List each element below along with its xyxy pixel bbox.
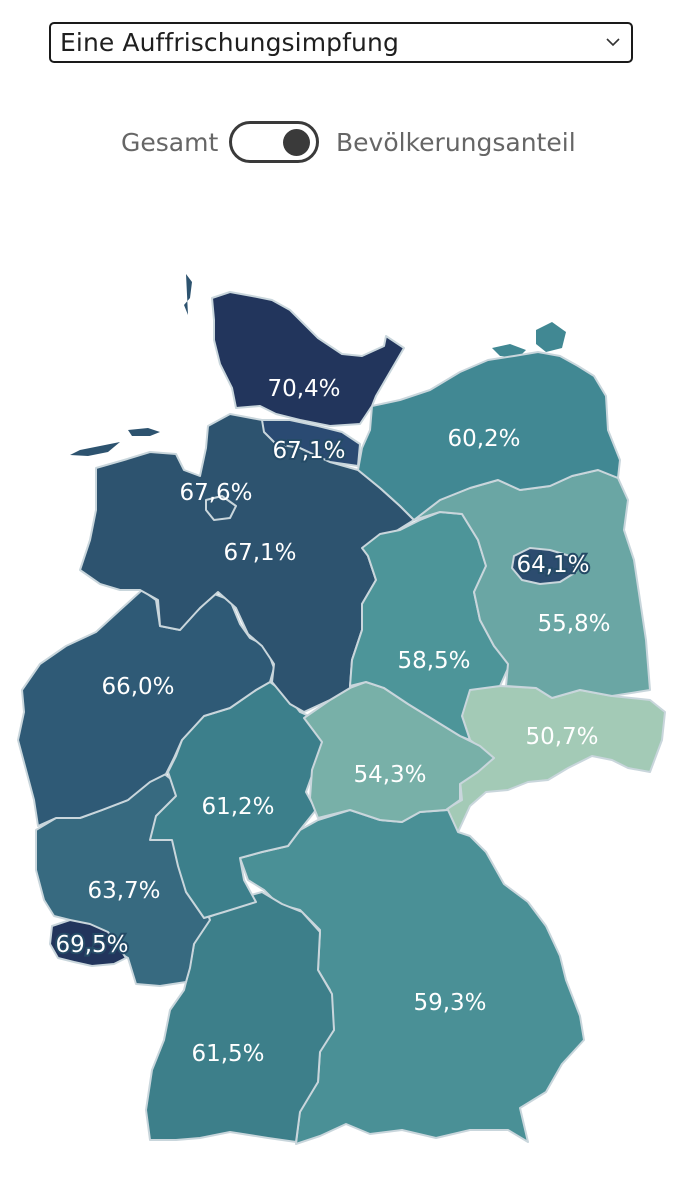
state-hamburg[interactable] bbox=[261, 419, 361, 467]
label-sachsen-anhalt: 58,5% bbox=[397, 648, 470, 674]
label-schleswig-holstein: 70,4% bbox=[267, 376, 340, 402]
state-saarland[interactable] bbox=[49, 919, 127, 967]
display-mode-switch[interactable] bbox=[229, 121, 319, 163]
state-mecklenburg-vorpommern[interactable] bbox=[357, 351, 621, 521]
display-mode-toggle-row: Gesamt Bevölkerungsanteil bbox=[0, 118, 690, 168]
label-mecklenburg-vorpommern: 60,2% bbox=[447, 426, 520, 452]
label-sachsen: 50,7% bbox=[525, 724, 598, 750]
switch-knob bbox=[283, 129, 310, 156]
toggle-label-total: Gesamt bbox=[121, 128, 219, 157]
label-hamburg: 67,1% bbox=[272, 438, 345, 464]
label-berlin: 64,1% bbox=[516, 552, 589, 578]
label-niedersachsen: 67,6% bbox=[179, 480, 252, 506]
coast-islands bbox=[70, 274, 566, 456]
label-hessen: 61,2% bbox=[201, 794, 274, 820]
label-bremen: 67,1% bbox=[223, 540, 296, 566]
label-rheinland-pfalz: 63,7% bbox=[87, 878, 160, 904]
dropdown-selected-value: Eine Auffrischungsimpfung bbox=[60, 28, 399, 57]
toggle-label-population-share: Bevölkerungsanteil bbox=[336, 128, 576, 157]
state-value-labels: 70,4% 67,1% 67,6% 67,1% 60,2% 64,1% 55,8… bbox=[53, 376, 610, 1067]
state-berlin[interactable] bbox=[511, 547, 577, 585]
label-baden-wuerttemberg: 61,5% bbox=[191, 1041, 264, 1067]
label-brandenburg: 55,8% bbox=[537, 611, 610, 637]
label-thueringen: 54,3% bbox=[353, 762, 426, 788]
label-nordrhein-westfalen: 66,0% bbox=[101, 674, 174, 700]
chevron-down-icon bbox=[606, 38, 620, 47]
state-bremen[interactable] bbox=[205, 495, 237, 521]
state-schleswig-holstein[interactable] bbox=[211, 291, 405, 427]
label-bayern: 59,3% bbox=[413, 990, 486, 1016]
vaccination-dropdown[interactable]: Eine Auffrischungsimpfung bbox=[49, 22, 633, 63]
label-saarland: 69,5% bbox=[55, 932, 128, 958]
